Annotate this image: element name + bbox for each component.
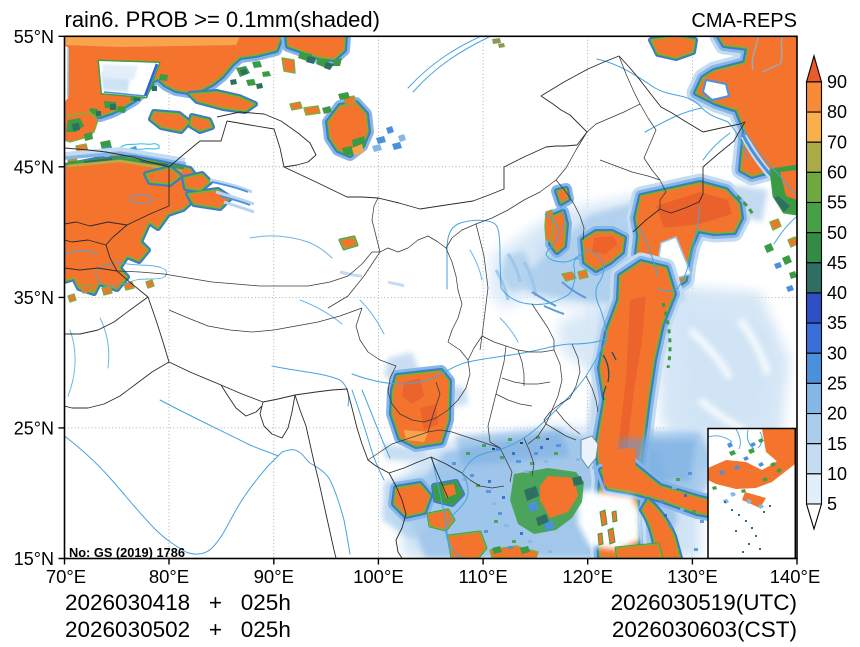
svg-text:80: 80 bbox=[827, 102, 847, 122]
svg-text:30: 30 bbox=[827, 343, 847, 363]
svg-text:45: 45 bbox=[827, 253, 847, 273]
svg-text:rain6. PROB >= 0.1mm(shaded): rain6. PROB >= 0.1mm(shaded) bbox=[65, 7, 380, 32]
svg-text:35°N: 35°N bbox=[14, 288, 54, 308]
svg-text:15°N: 15°N bbox=[14, 549, 54, 569]
svg-text:5: 5 bbox=[827, 494, 837, 514]
svg-text:50: 50 bbox=[827, 223, 847, 243]
svg-text:90: 90 bbox=[827, 72, 847, 92]
svg-text:2026030418 + 025h: 2026030418 + 025h bbox=[65, 590, 291, 615]
svg-text:15: 15 bbox=[827, 434, 847, 454]
svg-text:35: 35 bbox=[827, 313, 847, 333]
svg-text:55: 55 bbox=[827, 193, 847, 213]
svg-text:2026030502 + 025h: 2026030502 + 025h bbox=[65, 617, 291, 642]
svg-text:10: 10 bbox=[827, 464, 847, 484]
svg-text:No: GS (2019) 1786: No: GS (2019) 1786 bbox=[69, 545, 185, 560]
svg-text:110°E: 110°E bbox=[458, 566, 507, 587]
svg-text:130°E: 130°E bbox=[667, 566, 718, 587]
svg-text:80°E: 80°E bbox=[149, 566, 189, 587]
svg-text:55°N: 55°N bbox=[14, 27, 54, 47]
svg-text:60: 60 bbox=[827, 163, 847, 183]
svg-text:25°N: 25°N bbox=[14, 419, 54, 439]
svg-text:CMA-REPS: CMA-REPS bbox=[691, 10, 797, 32]
svg-text:140°E: 140°E bbox=[770, 566, 821, 587]
svg-text:70: 70 bbox=[827, 132, 847, 152]
svg-text:90°E: 90°E bbox=[254, 566, 294, 587]
svg-text:40: 40 bbox=[827, 283, 847, 303]
svg-text:2026030519(UTC): 2026030519(UTC) bbox=[611, 590, 797, 615]
svg-text:2026030603(CST): 2026030603(CST) bbox=[612, 617, 797, 642]
svg-text:25: 25 bbox=[827, 374, 847, 394]
svg-text:120°E: 120°E bbox=[562, 566, 613, 587]
svg-text:100°E: 100°E bbox=[353, 566, 404, 587]
svg-text:70°E: 70°E bbox=[46, 566, 86, 587]
svg-text:20: 20 bbox=[827, 404, 847, 424]
svg-text:45°N: 45°N bbox=[14, 158, 54, 178]
